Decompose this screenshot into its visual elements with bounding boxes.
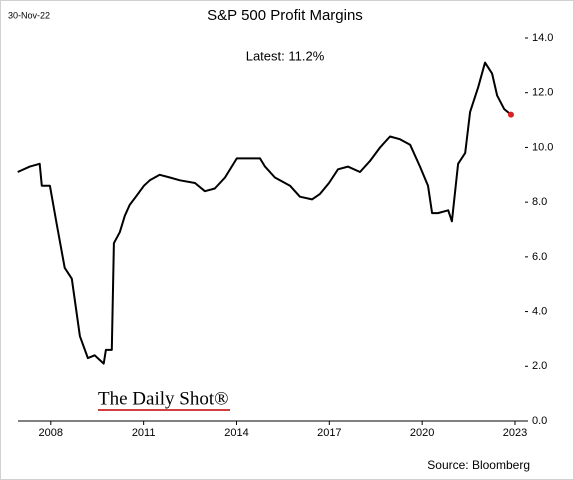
y-tick-label: 10.0: [532, 141, 553, 153]
latest-point: [507, 111, 514, 118]
annotation: Latest: 11.2%: [246, 48, 325, 63]
source: Source: Bloomberg: [427, 458, 530, 472]
y-tick-label: 6.0: [532, 251, 547, 263]
y-tick-label: 4.0: [532, 305, 547, 317]
date-note: 30-Nov-22: [8, 10, 50, 20]
x-tick-label: 2020: [410, 427, 434, 439]
y-tick-label: 12.0: [532, 87, 553, 99]
x-tick-label: 2014: [224, 427, 248, 439]
y-tick-label: 8.0: [532, 196, 547, 208]
x-tick-label: 2008: [39, 427, 63, 439]
y-tick-label: 0.0: [532, 415, 547, 427]
line: [17, 61, 512, 365]
y-tick-label: 2.0: [532, 360, 547, 372]
x-tick-label: 2017: [317, 427, 341, 439]
x-tick-label: 2011: [132, 427, 156, 439]
logo: The Daily Shot®: [98, 388, 229, 409]
x-tick-label: 2023: [503, 427, 527, 439]
y-tick-label: 14.0: [532, 32, 553, 44]
chart-title: S&P 500 Profit Margins: [207, 7, 363, 24]
